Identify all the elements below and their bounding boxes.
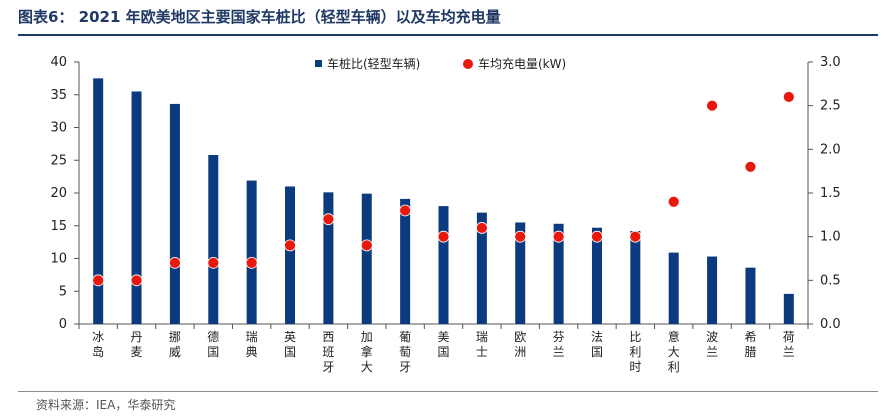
dot	[399, 204, 412, 217]
dot	[130, 274, 143, 287]
chart-title: 图表6： 2021 年欧美地区主要国家车桩比（轻型车辆）以及车均充电量	[18, 8, 501, 26]
legend-swatch-dot	[463, 59, 473, 69]
left-tick-label: 0	[59, 317, 67, 332]
dot	[207, 256, 220, 269]
right-tick-label: 3.0	[820, 55, 841, 70]
bar	[668, 252, 679, 324]
category-label: 挪威	[169, 330, 181, 359]
dot	[322, 213, 335, 226]
category-label: 瑞典	[246, 330, 258, 359]
bar	[323, 192, 334, 324]
dot	[475, 222, 488, 234]
category-label: 加拿大	[361, 330, 373, 374]
category-label: 英国	[284, 330, 296, 359]
bar	[745, 267, 756, 324]
category-label: 冰岛	[92, 330, 104, 359]
category-label: 波兰	[706, 330, 718, 359]
bar	[285, 186, 296, 324]
bar	[131, 91, 142, 324]
dot	[706, 99, 718, 112]
category-label: 丹麦	[131, 330, 143, 359]
bar	[515, 222, 526, 324]
legend-swatch-bar	[315, 60, 322, 67]
left-tick-label: 10	[50, 252, 67, 267]
category-label: 意大利	[668, 329, 680, 374]
category-label: 德国	[207, 329, 219, 359]
dots	[92, 91, 795, 287]
category-label: 葡萄牙	[399, 330, 411, 374]
footer-divider	[18, 391, 878, 392]
dot	[744, 160, 757, 173]
bar	[553, 223, 564, 324]
bar	[630, 230, 641, 324]
dot	[92, 274, 105, 287]
bar	[476, 212, 487, 324]
category-label: 欧洲	[514, 330, 526, 359]
dot	[360, 239, 373, 252]
left-tick-label: 20	[50, 186, 67, 201]
legend-label-dot: 车均充电量(kW)	[478, 56, 566, 71]
bar	[93, 78, 104, 324]
dot	[169, 256, 181, 269]
dot	[591, 230, 603, 243]
dot	[782, 91, 795, 103]
category-label: 美国	[437, 330, 449, 359]
category-label: 比利时	[629, 330, 641, 374]
bar	[438, 206, 449, 324]
category-label: 法国	[591, 330, 603, 359]
right-tick-label: 1.5	[820, 186, 841, 201]
left-tick-label: 5	[59, 284, 67, 299]
left-tick-label: 25	[50, 153, 67, 168]
right-tick-label: 1.0	[820, 230, 841, 245]
left-tick-label: 35	[50, 88, 67, 103]
bar	[400, 198, 411, 324]
dot	[629, 230, 642, 243]
bars	[93, 78, 794, 324]
dot	[552, 230, 565, 243]
category-label: 瑞士	[476, 330, 488, 359]
dot	[514, 230, 527, 243]
bar	[783, 293, 794, 324]
source-note: 资料来源：IEA，华泰研究	[36, 398, 176, 412]
category-label: 荷兰	[783, 330, 795, 359]
right-tick-label: 2.5	[820, 99, 841, 114]
dot	[245, 256, 258, 269]
bar	[208, 155, 219, 324]
bar	[169, 103, 180, 324]
right-tick-label: 0.5	[820, 273, 841, 288]
left-tick-label: 15	[50, 219, 67, 234]
right-tick-label: 2.0	[820, 142, 841, 157]
dot	[284, 239, 296, 252]
legend-label-bar: 车桩比(轻型车辆)	[327, 56, 420, 71]
bar	[246, 180, 257, 324]
axes: 0 5 10 15 20 25 30 35 40 0.0 0.5 1.0 1.5 2.0 2.5 3.0 冰岛丹…	[50, 55, 840, 374]
category-label: 希腊	[744, 329, 756, 359]
left-tick-label: 40	[50, 55, 67, 70]
dot	[667, 195, 680, 208]
left-tick-label: 30	[50, 121, 67, 136]
bar	[707, 256, 718, 324]
legend: 车桩比(轻型车辆) 车均充电量(kW)	[315, 56, 566, 71]
right-tick-label: 0.0	[820, 317, 841, 332]
bar	[361, 193, 372, 324]
title-divider	[18, 34, 878, 36]
category-label: 西班牙	[322, 330, 334, 374]
category-label: 芬兰	[553, 330, 565, 359]
dot	[437, 230, 450, 243]
bar	[591, 227, 602, 324]
